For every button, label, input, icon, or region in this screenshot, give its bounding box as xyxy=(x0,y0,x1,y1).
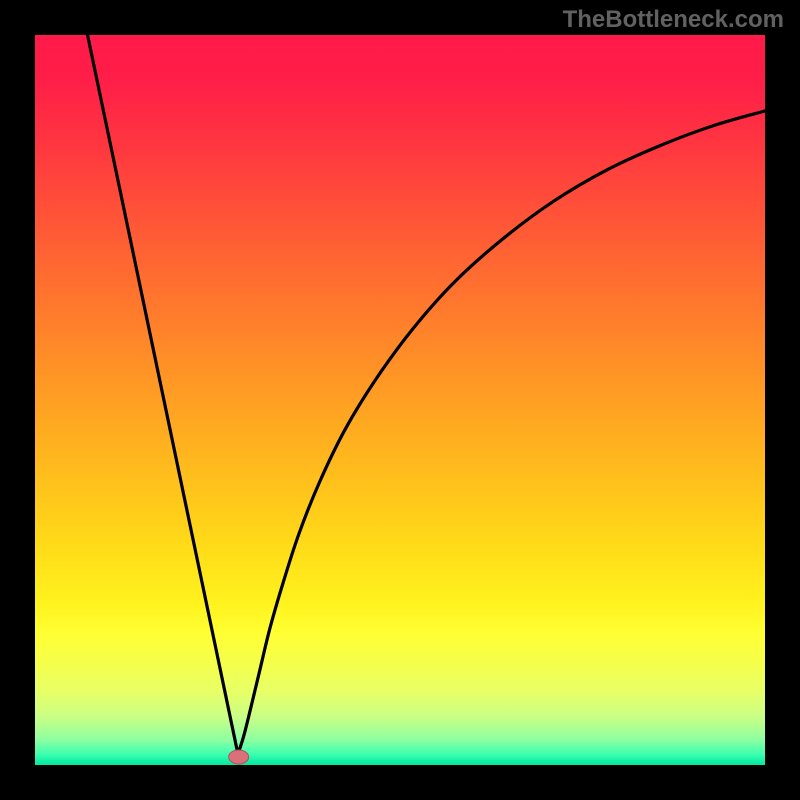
minimum-marker xyxy=(229,750,249,764)
gradient-background xyxy=(35,35,765,765)
watermark-text: TheBottleneck.com xyxy=(563,6,784,34)
plot-svg xyxy=(35,35,765,765)
